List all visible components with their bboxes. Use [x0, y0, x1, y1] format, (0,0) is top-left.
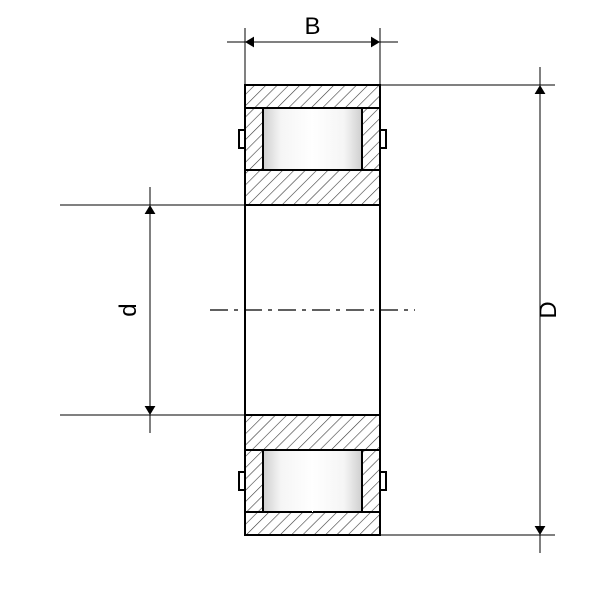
label-B: B	[304, 13, 320, 40]
dimension-B: B	[227, 13, 398, 85]
label-D: D	[535, 301, 562, 318]
label-d: d	[115, 303, 142, 316]
